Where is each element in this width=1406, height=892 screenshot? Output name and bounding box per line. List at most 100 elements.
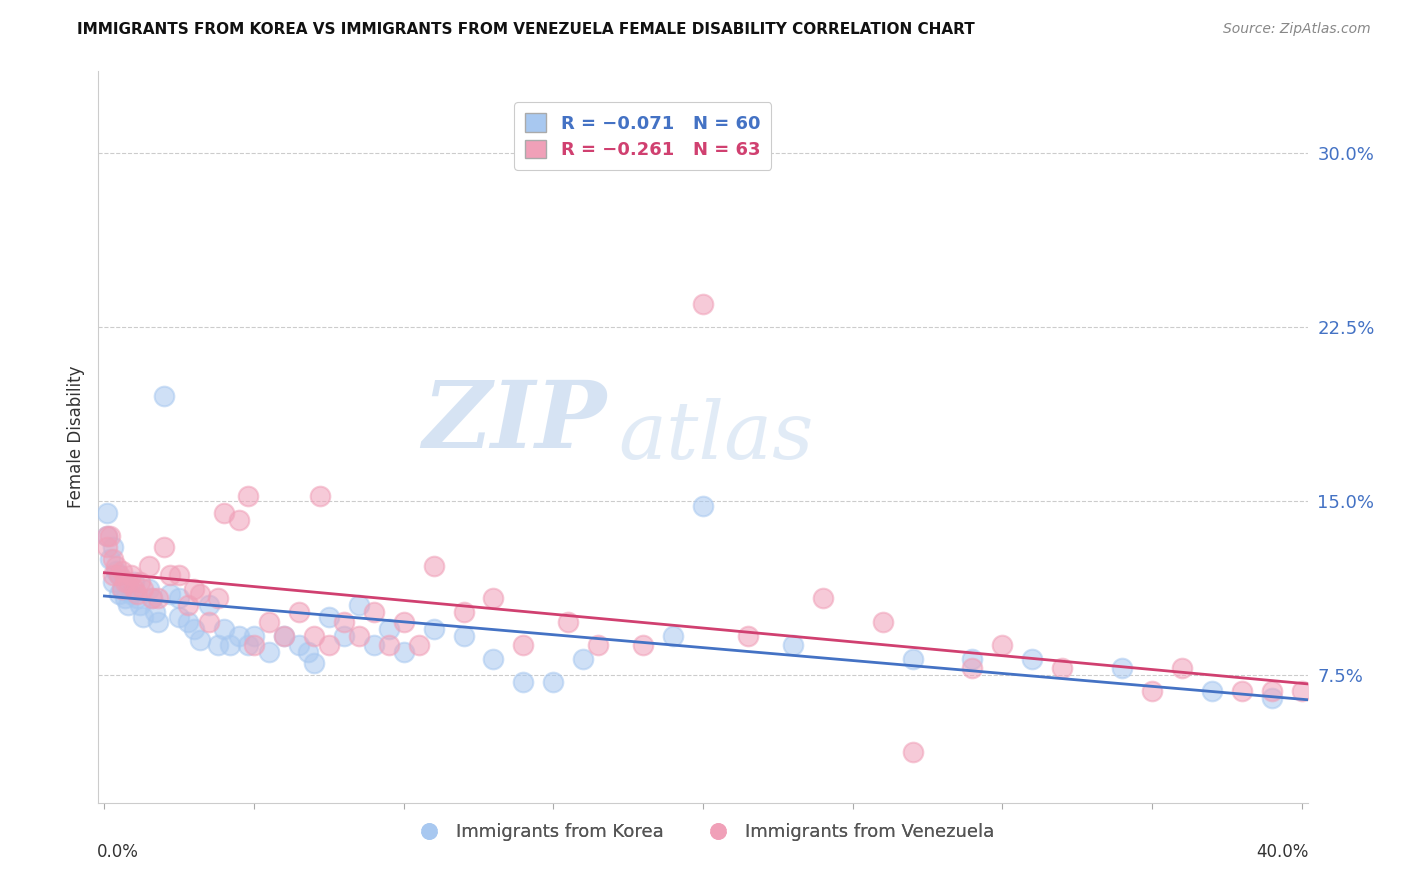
Point	[141, 591, 163, 606]
Point	[167, 591, 190, 606]
Point	[117, 599, 139, 613]
Point	[1291, 684, 1313, 698]
Point	[318, 638, 340, 652]
Point	[100, 529, 122, 543]
Point	[309, 489, 332, 503]
Point	[1111, 661, 1133, 675]
Point	[901, 745, 924, 759]
Point	[124, 575, 146, 590]
Point	[96, 529, 118, 543]
Point	[148, 615, 170, 629]
Point	[333, 615, 356, 629]
Point	[212, 622, 235, 636]
Point	[132, 582, 155, 597]
Point	[811, 591, 834, 606]
Point	[228, 512, 250, 526]
Point	[692, 499, 714, 513]
Point	[177, 599, 200, 613]
Point	[148, 591, 170, 606]
Point	[111, 582, 134, 597]
Point	[138, 558, 160, 573]
Point	[482, 652, 505, 666]
Point	[512, 675, 534, 690]
Text: Source: ZipAtlas.com: Source: ZipAtlas.com	[1223, 22, 1371, 37]
Point	[167, 610, 190, 624]
Text: IMMIGRANTS FROM KOREA VS IMMIGRANTS FROM VENEZUELA FEMALE DISABILITY CORRELATION: IMMIGRANTS FROM KOREA VS IMMIGRANTS FROM…	[77, 22, 976, 37]
Point	[1260, 691, 1282, 706]
Point	[127, 591, 149, 606]
Point	[228, 629, 250, 643]
Point	[183, 582, 205, 597]
Point	[453, 629, 475, 643]
Point	[297, 645, 319, 659]
Point	[1201, 684, 1223, 698]
Point	[1050, 661, 1073, 675]
Point	[103, 568, 125, 582]
Point	[557, 615, 579, 629]
Y-axis label: Female Disability: Female Disability	[66, 366, 84, 508]
Point	[1260, 684, 1282, 698]
Point	[1140, 684, 1163, 698]
Point	[111, 564, 134, 578]
Point	[177, 615, 200, 629]
Point	[392, 645, 415, 659]
Point	[198, 615, 221, 629]
Point	[212, 506, 235, 520]
Point	[108, 568, 131, 582]
Point	[96, 529, 118, 543]
Point	[377, 638, 399, 652]
Point	[108, 587, 131, 601]
Point	[377, 622, 399, 636]
Point	[103, 541, 125, 555]
Point	[512, 638, 534, 652]
Point	[236, 638, 259, 652]
Point	[117, 575, 139, 590]
Point	[422, 622, 444, 636]
Point	[586, 638, 609, 652]
Point	[108, 568, 131, 582]
Point	[572, 652, 595, 666]
Point	[872, 615, 894, 629]
Point	[183, 622, 205, 636]
Point	[105, 564, 128, 578]
Point	[100, 552, 122, 566]
Point	[207, 591, 229, 606]
Point	[302, 629, 325, 643]
Point	[188, 587, 211, 601]
Point	[124, 582, 146, 597]
Point	[138, 582, 160, 597]
Point	[333, 629, 356, 643]
Point	[120, 587, 142, 601]
Point	[422, 558, 444, 573]
Point	[96, 541, 118, 555]
Point	[103, 575, 125, 590]
Text: ZIP: ZIP	[422, 377, 606, 467]
Point	[302, 657, 325, 671]
Point	[288, 606, 311, 620]
Point	[243, 629, 266, 643]
Point	[111, 582, 134, 597]
Point	[120, 568, 142, 582]
Point	[662, 629, 685, 643]
Point	[132, 610, 155, 624]
Point	[273, 629, 295, 643]
Point	[153, 541, 176, 555]
Point	[129, 575, 152, 590]
Point	[129, 599, 152, 613]
Point	[153, 389, 176, 403]
Text: 40.0%: 40.0%	[1257, 843, 1309, 861]
Point	[127, 587, 149, 601]
Point	[103, 552, 125, 566]
Point	[257, 645, 280, 659]
Point	[1171, 661, 1194, 675]
Point	[991, 638, 1014, 652]
Point	[159, 587, 181, 601]
Point	[453, 606, 475, 620]
Point	[105, 558, 128, 573]
Point	[288, 638, 311, 652]
Point	[782, 638, 804, 652]
Point	[347, 599, 370, 613]
Point	[363, 606, 385, 620]
Point	[114, 591, 136, 606]
Point	[631, 638, 654, 652]
